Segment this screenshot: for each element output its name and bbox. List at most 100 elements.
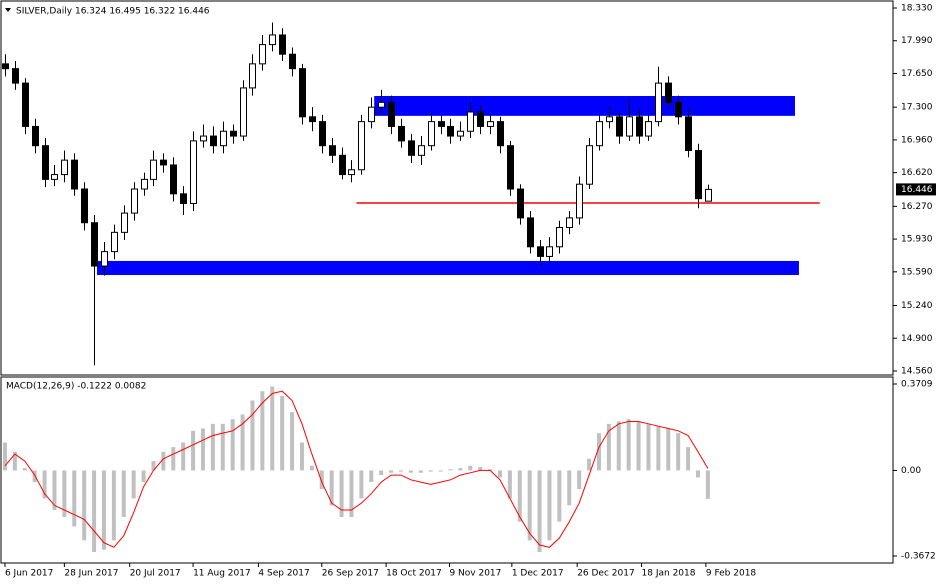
macd-bar bbox=[280, 395, 285, 471]
macd-bar bbox=[181, 442, 186, 471]
candle-body bbox=[368, 106, 375, 123]
macd-bar bbox=[270, 386, 275, 471]
candle-body bbox=[121, 212, 128, 233]
x-tick-label: 20 Jul 2017 bbox=[130, 569, 181, 579]
candle-body bbox=[2, 63, 9, 70]
macd-bar bbox=[418, 470, 423, 473]
candle-body bbox=[190, 140, 197, 204]
macd-bar bbox=[468, 465, 473, 471]
macd-bar bbox=[339, 470, 344, 518]
signal-line bbox=[4, 390, 709, 548]
y-tick-label: 16.270 bbox=[901, 202, 933, 212]
candle-body bbox=[22, 82, 29, 127]
macd-bar bbox=[359, 470, 364, 499]
candle-body bbox=[348, 169, 355, 176]
candle-body bbox=[556, 227, 563, 248]
candle-body bbox=[81, 188, 88, 224]
macd-bar bbox=[171, 447, 176, 471]
y-tick-label: -0.3672 bbox=[901, 552, 936, 562]
macd-bar bbox=[82, 470, 87, 541]
y-tick-label: 0.3709 bbox=[901, 380, 933, 390]
candle-body bbox=[299, 68, 306, 118]
macd-bar bbox=[92, 470, 97, 552]
candle-body bbox=[240, 87, 247, 137]
candle-body bbox=[358, 121, 365, 171]
candle-body bbox=[71, 159, 78, 190]
y-tick-label: 17.300 bbox=[901, 103, 933, 113]
candle-body bbox=[101, 251, 108, 267]
candle-body bbox=[160, 159, 167, 166]
candle-body bbox=[517, 188, 524, 219]
macd-bar bbox=[646, 423, 651, 471]
macd-bar bbox=[458, 468, 463, 471]
candle-body bbox=[289, 53, 296, 70]
candle-body bbox=[131, 188, 138, 214]
candle-body bbox=[576, 183, 583, 219]
candle-body bbox=[537, 246, 544, 257]
candle-body bbox=[329, 145, 336, 156]
candle-body bbox=[210, 135, 217, 147]
candle-body bbox=[259, 44, 266, 65]
candle-body bbox=[606, 116, 613, 123]
x-tick-label: 6 Jun 2017 bbox=[5, 569, 53, 579]
macd-bar bbox=[260, 391, 265, 471]
candle-body bbox=[180, 193, 187, 204]
macd-bar bbox=[626, 419, 631, 471]
macd-bar bbox=[389, 470, 394, 473]
candle-body bbox=[507, 145, 514, 190]
candle-body bbox=[170, 164, 177, 195]
candle-body bbox=[249, 63, 256, 89]
macd-bar bbox=[319, 470, 324, 490]
candle-body bbox=[141, 178, 148, 190]
macd-bar bbox=[587, 458, 592, 471]
macd-panel bbox=[0, 376, 894, 564]
main-panel bbox=[0, 0, 894, 376]
y-tick-label: 14.900 bbox=[901, 334, 933, 344]
candle-body bbox=[636, 116, 643, 137]
candle-body bbox=[616, 116, 623, 137]
macd-bar bbox=[230, 419, 235, 471]
candle-body bbox=[220, 130, 227, 147]
macd-bar bbox=[428, 470, 433, 472]
macd-bar bbox=[666, 428, 671, 471]
x-tick-label: 1 Dec 2017 bbox=[512, 569, 564, 579]
macd-bar bbox=[141, 470, 146, 483]
macd-bar bbox=[705, 470, 710, 499]
macd-bar bbox=[408, 470, 413, 473]
macd-bar bbox=[200, 428, 205, 471]
y-tick-label: 17.650 bbox=[901, 69, 933, 79]
macd-bar bbox=[191, 430, 196, 471]
y-tick-label: 16.620 bbox=[901, 168, 933, 178]
candle-body bbox=[527, 217, 534, 248]
x-tick-label: 9 Feb 2018 bbox=[706, 569, 757, 579]
chart-title: SILVER,Daily 16.324 16.495 16.322 16.446 bbox=[16, 7, 210, 17]
macd-bar bbox=[210, 423, 215, 471]
x-tick-label: 26 Dec 2017 bbox=[577, 569, 635, 579]
macd-bar bbox=[131, 470, 136, 499]
macd-bar bbox=[636, 421, 641, 471]
candle-body bbox=[645, 121, 652, 137]
macd-title: MACD(12,26,9) -0.1222 0.0082 bbox=[6, 382, 146, 392]
macd-bar bbox=[507, 470, 512, 499]
candle-body bbox=[477, 111, 484, 127]
price-tag-label: 16.446 bbox=[901, 185, 933, 195]
macd-bar bbox=[448, 469, 453, 471]
y-tick-label: 15.930 bbox=[901, 235, 933, 245]
candle-body bbox=[378, 101, 385, 108]
candle-body bbox=[51, 174, 58, 180]
candle-body bbox=[467, 111, 474, 132]
macd-bar bbox=[240, 414, 245, 471]
candle-body bbox=[32, 125, 39, 147]
candle-body bbox=[339, 154, 346, 176]
price-tag bbox=[896, 183, 936, 196]
y-tick-label: 17.990 bbox=[901, 36, 933, 46]
macd-bar bbox=[606, 423, 611, 471]
macd-bar bbox=[497, 470, 502, 478]
macd-bar bbox=[250, 400, 255, 471]
macd-bar bbox=[12, 451, 17, 471]
candle-body bbox=[150, 159, 157, 180]
macd-bar bbox=[686, 447, 691, 471]
x-tick-label: 28 Jun 2017 bbox=[64, 569, 118, 579]
x-tick-label: 9 Nov 2017 bbox=[449, 569, 501, 579]
